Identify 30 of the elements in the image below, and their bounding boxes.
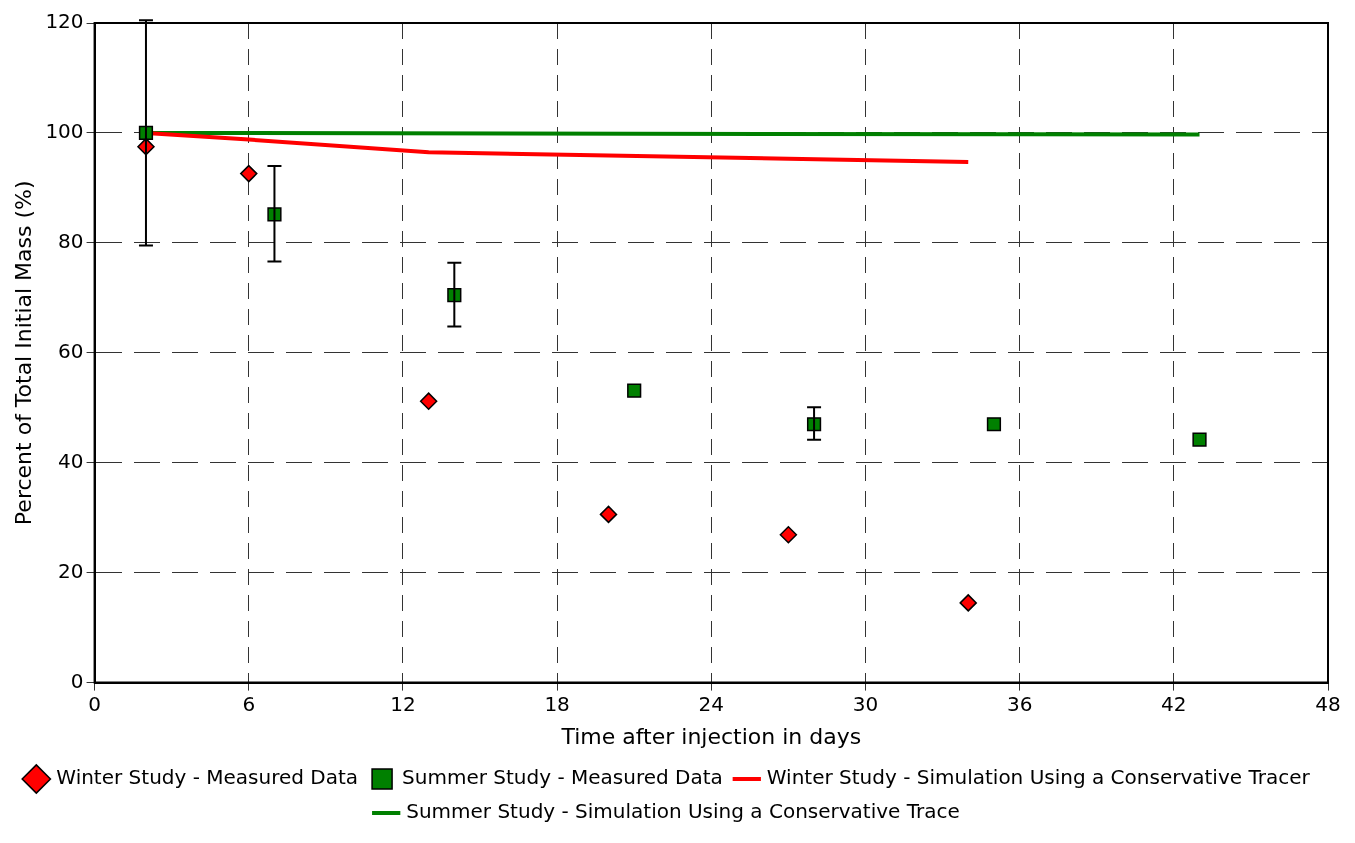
x-tick-label: 6 <box>242 691 256 716</box>
legend-label: Summer Study - Simulation Using a Conservative Trace <box>406 799 960 824</box>
legend-label: Summer Study - Measured Data <box>402 765 723 790</box>
x-tick-label: 12 <box>390 691 416 716</box>
x-tick-label: 18 <box>544 691 570 716</box>
y-tick-label: 0 <box>70 668 84 693</box>
y-axis-title: Percent of Total Initial Mass (%) <box>10 180 36 526</box>
x-tick-label: 30 <box>852 691 879 716</box>
y-tick-label: 40 <box>58 448 84 473</box>
point <box>986 417 1002 432</box>
y-tick-label: 60 <box>58 339 84 363</box>
x-tick-label: 48 <box>1315 691 1341 716</box>
y-tick-label: 100 <box>45 119 84 144</box>
point <box>240 164 258 183</box>
x-tick-label: 0 <box>88 691 101 716</box>
point <box>627 383 642 398</box>
point <box>1192 432 1207 447</box>
x-axis-title: Time after injection in days <box>560 723 862 749</box>
y-tick-label: 20 <box>58 558 84 583</box>
legend-label: Winter Study - Simulation Using a Conservative Tracer <box>766 765 1311 790</box>
x-tick-label: 24 <box>698 691 725 716</box>
point <box>419 392 438 410</box>
point <box>959 594 977 612</box>
y-tick-label: 120 <box>45 9 84 34</box>
point <box>779 525 798 544</box>
point <box>599 505 618 524</box>
x-tick-label: 36 <box>1006 691 1033 716</box>
legend-label: Winter Study - Measured Data <box>56 765 359 790</box>
x-tick-label: 42 <box>1161 691 1187 716</box>
y-tick-label: 80 <box>58 229 84 254</box>
